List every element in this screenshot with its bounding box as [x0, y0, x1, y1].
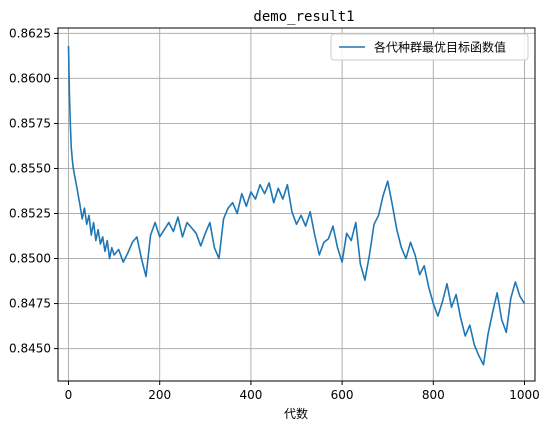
- legend: 各代种群最优目标函数值: [330, 33, 529, 61]
- y-tick-label: 0.8500: [9, 252, 51, 266]
- x-tick-label: 600: [331, 388, 354, 402]
- x-tick-label: 200: [148, 388, 171, 402]
- y-tick-label: 0.8600: [9, 71, 51, 85]
- y-tick-label: 0.8525: [9, 207, 51, 221]
- grid-lines: [58, 28, 535, 381]
- x-tick-label: 800: [422, 388, 445, 402]
- y-tick-label: 0.8550: [9, 161, 51, 175]
- plot-frame: [57, 27, 536, 382]
- x-tick-label: 1000: [509, 388, 540, 402]
- series-layer: [67, 45, 526, 366]
- x-tick-label: 400: [239, 388, 262, 402]
- x-axis-label: 代数: [284, 406, 308, 421]
- x-axis: 0 200 400 600 800 1000: [65, 381, 540, 402]
- x-tick-label: 0: [65, 388, 73, 402]
- series-line: [67, 45, 526, 366]
- legend-label: 各代种群最优目标函数值: [374, 40, 506, 55]
- y-tick-label: 0.8475: [9, 297, 51, 311]
- y-tick-label: 0.8625: [9, 26, 51, 40]
- chart-title: demo_result1: [253, 9, 354, 25]
- y-tick-label: 0.8450: [9, 342, 51, 356]
- y-axis: 0.8450 0.8475 0.8500 0.8525 0.8550 0.8575 0.86…: [9, 26, 58, 356]
- legend-box: [330, 33, 529, 61]
- y-tick-label: 0.8575: [9, 116, 51, 130]
